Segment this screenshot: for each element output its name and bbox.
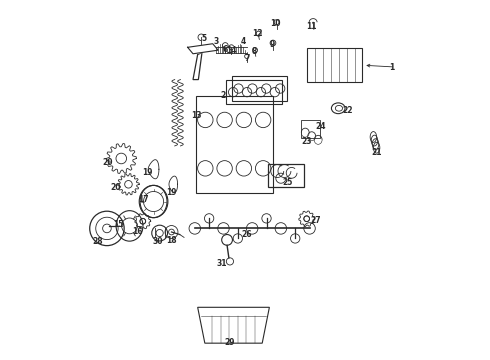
Text: 5: 5 xyxy=(201,34,206,43)
Text: 19: 19 xyxy=(166,188,177,197)
Text: 7: 7 xyxy=(244,54,249,63)
Text: 4: 4 xyxy=(241,37,246,46)
Text: 1: 1 xyxy=(390,63,394,72)
Text: 30: 30 xyxy=(153,237,164,246)
Bar xyxy=(196,96,273,193)
Text: 26: 26 xyxy=(242,230,252,239)
Text: 15: 15 xyxy=(114,220,124,229)
Text: 2: 2 xyxy=(221,91,226,100)
Text: 22: 22 xyxy=(342,105,352,114)
Text: 6: 6 xyxy=(222,45,228,54)
Text: 3: 3 xyxy=(214,37,219,46)
Text: 21: 21 xyxy=(372,148,382,157)
Text: 27: 27 xyxy=(311,216,321,225)
Text: 23: 23 xyxy=(301,137,312,146)
Text: 17: 17 xyxy=(139,195,149,204)
Text: 12: 12 xyxy=(252,29,263,38)
Bar xyxy=(232,76,287,101)
Text: 28: 28 xyxy=(92,237,102,246)
Text: 13: 13 xyxy=(191,111,202,120)
Text: 18: 18 xyxy=(166,237,177,246)
Bar xyxy=(300,121,320,138)
Bar xyxy=(307,48,363,82)
Text: 19: 19 xyxy=(142,168,153,177)
Text: 9: 9 xyxy=(270,40,274,49)
Text: 14: 14 xyxy=(226,46,237,55)
Text: 29: 29 xyxy=(225,338,235,347)
Text: 24: 24 xyxy=(316,122,326,131)
Bar xyxy=(226,81,282,104)
Text: 11: 11 xyxy=(306,22,317,31)
Text: 20: 20 xyxy=(103,158,113,167)
Text: 20: 20 xyxy=(110,183,121,192)
Text: 31: 31 xyxy=(217,259,227,268)
Polygon shape xyxy=(188,44,218,54)
Bar xyxy=(269,164,304,187)
Text: 10: 10 xyxy=(270,19,281,28)
Text: 25: 25 xyxy=(282,178,293,187)
Text: 8: 8 xyxy=(251,47,257,56)
Text: 16: 16 xyxy=(132,228,143,237)
